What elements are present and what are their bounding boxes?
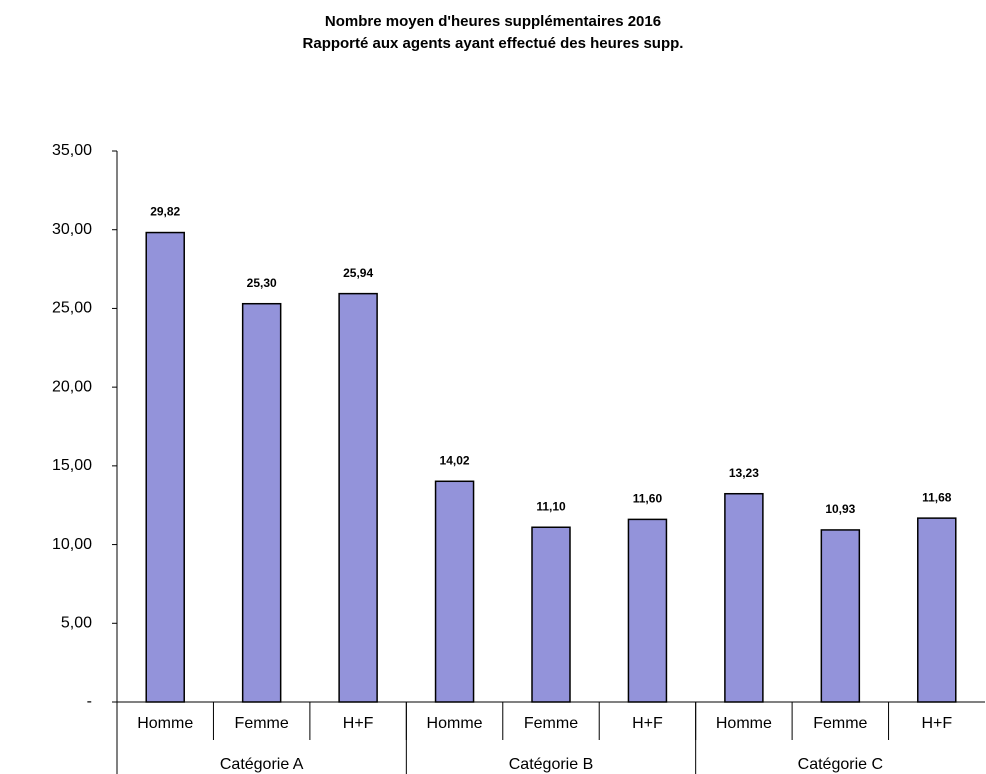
x-tick-label: Femme — [235, 715, 289, 732]
group-label: Catégorie B — [509, 756, 594, 773]
x-tick-label: H+F — [632, 715, 663, 732]
value-label: 11,60 — [633, 492, 663, 506]
bar — [241, 302, 282, 703]
bar — [820, 529, 861, 703]
y-tick-label: 25,00 — [52, 300, 92, 317]
value-label: 14,02 — [440, 453, 470, 467]
x-tick-label: H+F — [921, 715, 952, 732]
value-label: 13,23 — [729, 466, 759, 480]
y-tick-label: - — [87, 693, 92, 710]
x-tick-label: H+F — [343, 715, 374, 732]
y-tick-label: 15,00 — [52, 457, 92, 474]
value-label: 11,68 — [922, 490, 952, 504]
x-tick-label: Femme — [524, 715, 578, 732]
group-label: Catégorie C — [798, 756, 883, 773]
chart-subtitle: Rapporté aux agents ayant effectué des h… — [303, 35, 684, 52]
x-tick-label: Homme — [716, 715, 772, 732]
bar — [145, 231, 185, 703]
group-label: Catégorie A — [220, 756, 304, 773]
y-tick-label: 5,00 — [61, 615, 92, 632]
y-tick-label: 35,00 — [52, 142, 92, 159]
y-tick-label: 10,00 — [52, 536, 92, 553]
x-tick-label: Homme — [427, 715, 483, 732]
x-tick-label: Femme — [813, 715, 867, 732]
y-tick-label: 20,00 — [52, 378, 92, 395]
y-tick-label: 30,00 — [52, 221, 92, 238]
value-label: 25,30 — [247, 276, 277, 290]
value-label: 11,10 — [536, 499, 566, 513]
bar — [917, 517, 957, 703]
bar — [724, 492, 764, 703]
value-label: 10,93 — [825, 502, 855, 516]
value-label: 25,94 — [343, 266, 373, 280]
value-label: 29,82 — [150, 205, 180, 219]
bar — [531, 526, 571, 703]
bar — [434, 480, 475, 703]
bar — [338, 292, 378, 703]
x-tick-label: Homme — [137, 715, 193, 732]
chart-title: Nombre moyen d'heures supplémentaires 20… — [325, 13, 661, 30]
bar — [627, 518, 668, 703]
